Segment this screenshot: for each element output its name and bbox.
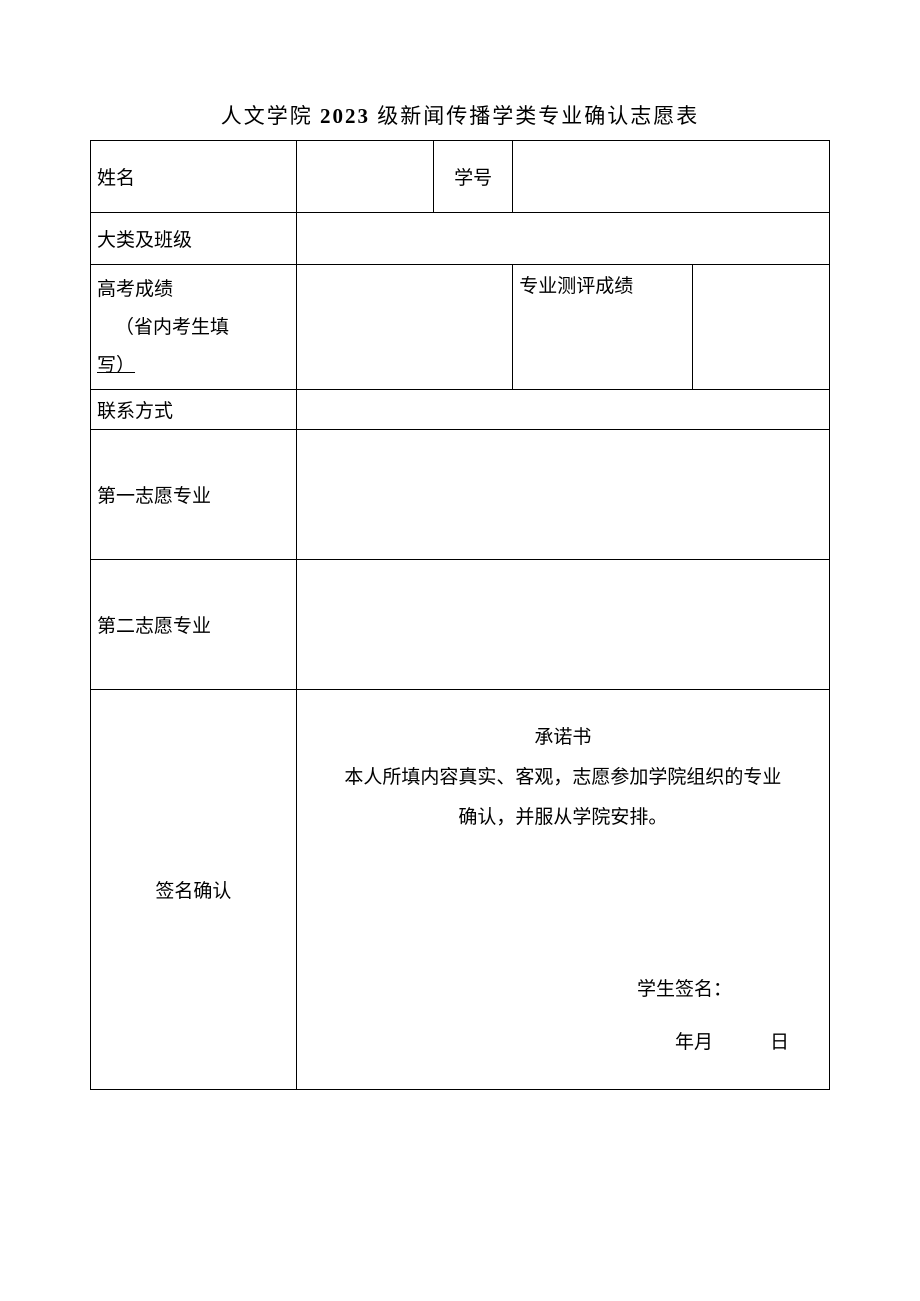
form-title: 人文学院 2023 级新闻传播学类专业确认志愿表 bbox=[90, 100, 830, 130]
date-day: 日 bbox=[770, 1032, 789, 1053]
pledge-line2: 确认，并服从学院安排。 bbox=[309, 798, 817, 838]
label-sign-confirm: 签名确认 bbox=[91, 690, 297, 1090]
label-choice1: 第一志愿专业 bbox=[91, 430, 297, 560]
date-line: 年月 日 bbox=[637, 1016, 789, 1069]
label-gaokao: 高考成绩 （省内考生填 写） bbox=[91, 265, 297, 390]
signature-label: 学生签名： bbox=[637, 963, 789, 1016]
value-name[interactable] bbox=[296, 141, 433, 213]
row-confirm: 签名确认 承诺书 本人所填内容真实、客观，志愿参加学院组织的专业 确认，并服从学… bbox=[91, 690, 830, 1090]
value-eval-score[interactable] bbox=[692, 265, 829, 390]
row-name: 姓名 学号 bbox=[91, 141, 830, 213]
title-prefix: 人文学院 bbox=[221, 104, 320, 128]
row-contact: 联系方式 bbox=[91, 390, 830, 430]
label-choice2: 第二志愿专业 bbox=[91, 560, 297, 690]
label-class: 大类及班级 bbox=[91, 213, 297, 265]
value-choice1[interactable] bbox=[296, 430, 829, 560]
date-year: 年 bbox=[675, 1032, 694, 1053]
pledge-line1: 本人所填内容真实、客观，志愿参加学院组织的专业 bbox=[309, 758, 817, 798]
row-gaokao: 高考成绩 （省内考生填 写） 专业测评成绩 bbox=[91, 265, 830, 390]
label-contact: 联系方式 bbox=[91, 390, 297, 430]
row-choice2: 第二志愿专业 bbox=[91, 560, 830, 690]
value-choice2[interactable] bbox=[296, 560, 829, 690]
title-suffix: 级新闻传播学类专业确认志愿表 bbox=[370, 104, 699, 128]
label-name: 姓名 bbox=[91, 141, 297, 213]
label-student-id: 学号 bbox=[434, 141, 513, 213]
date-month: 月 bbox=[694, 1032, 713, 1053]
row-class: 大类及班级 bbox=[91, 213, 830, 265]
title-year: 2023 bbox=[320, 104, 370, 128]
value-gaokao[interactable] bbox=[296, 265, 512, 390]
row-choice1: 第一志愿专业 bbox=[91, 430, 830, 560]
application-form-table: 姓名 学号 大类及班级 高考成绩 （省内考生填 写） 专业测评成绩 联系方式 第… bbox=[90, 140, 830, 1090]
value-contact[interactable] bbox=[296, 390, 829, 430]
signature-block: 学生签名： 年月 日 bbox=[637, 963, 789, 1069]
gaokao-line3: 写） bbox=[97, 347, 290, 385]
gaokao-line1: 高考成绩 bbox=[97, 271, 290, 309]
gaokao-line2: （省内考生填 bbox=[97, 309, 290, 347]
label-eval-score: 专业测评成绩 bbox=[513, 265, 692, 390]
pledge-cell: 承诺书 本人所填内容真实、客观，志愿参加学院组织的专业 确认，并服从学院安排。 … bbox=[296, 690, 829, 1090]
value-class[interactable] bbox=[296, 213, 829, 265]
value-student-id[interactable] bbox=[513, 141, 830, 213]
pledge-heading: 承诺书 bbox=[309, 718, 817, 758]
